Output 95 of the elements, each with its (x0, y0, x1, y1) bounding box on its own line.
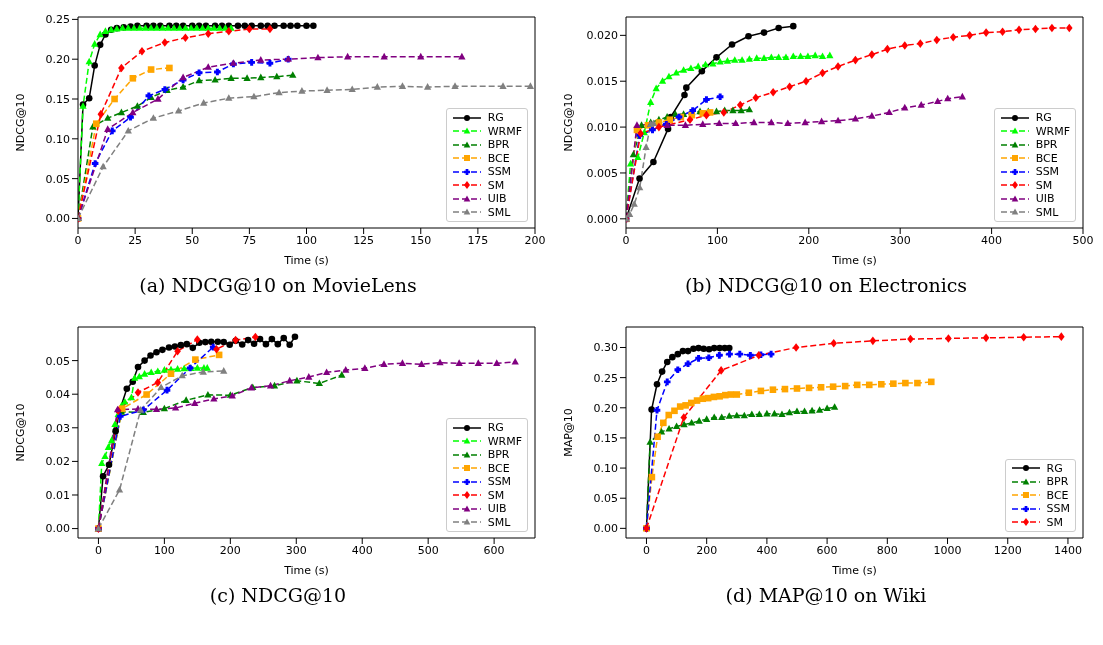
y-tick-label: 0.00 (593, 522, 618, 536)
x-axis-title: Time (s) (831, 564, 877, 577)
x-tick-label: 175 (467, 233, 489, 247)
x-tick-label: 500 (1072, 233, 1094, 247)
x-tick-label: 500 (417, 543, 439, 557)
legend-label: SML (1035, 205, 1059, 219)
y-tick-label: 0.25 (45, 13, 70, 27)
y-tick-label: 0.02 (45, 455, 70, 469)
x-tick-label: 50 (185, 233, 200, 247)
x-tick-label: 100 (706, 233, 728, 247)
x-tick-label: 25 (128, 233, 143, 247)
x-tick-label: 100 (153, 543, 175, 557)
y-tick-label: 0.015 (586, 75, 618, 89)
x-tick-label: 200 (524, 233, 546, 247)
text: (d) MAP@10 on Wiki (724, 584, 928, 606)
y-tick-label: 0.05 (45, 172, 70, 186)
x-tick-label: 0 (622, 233, 630, 247)
y-tick-label: 0.005 (586, 166, 618, 180)
x-tick-label: 0 (74, 233, 82, 247)
x-tick-label: 125 (353, 233, 375, 247)
x-tick-label: 800 (876, 543, 898, 557)
legend-label: WRMF (487, 434, 522, 448)
x-tick-label: 100 (296, 233, 317, 247)
legend-label: SSM (1035, 165, 1060, 179)
y-tick-label: 0.10 (593, 461, 618, 475)
legend-label: BCE (1046, 488, 1069, 502)
x-tick-label: 150 (410, 233, 432, 247)
text: (b) NDCG@10 on Electronics (683, 274, 969, 296)
legend-label: UIB (487, 192, 507, 206)
text: (a) NDCG@10 on MovieLens (138, 274, 418, 296)
legend-label: SML (487, 515, 511, 529)
x-tick-label: 400 (756, 543, 778, 557)
legend-label: BCE (487, 151, 510, 165)
legend-label: UIB (1035, 192, 1055, 206)
x-tick-label: 200 (219, 543, 241, 557)
x-tick-label: 600 (816, 543, 838, 557)
y-axis-title: NDCG@10 (13, 403, 27, 462)
y-tick-label: 0.00 (45, 522, 70, 536)
legend-label: RG (487, 421, 504, 435)
legend-label: SM (487, 488, 505, 502)
y-tick-label: 0.30 (593, 341, 618, 355)
x-tick-label: 200 (798, 233, 820, 247)
x-axis-title: Time (s) (283, 254, 329, 267)
y-tick-label: 0.05 (593, 492, 618, 506)
legend-label: BPR (1035, 138, 1058, 152)
y-tick-label: 0.10 (45, 132, 70, 146)
y-tick-label: 0.000 (586, 212, 618, 226)
text: (c) NDCG@10 (208, 584, 348, 606)
legend-label: SM (487, 178, 505, 192)
legend-label: BPR (1046, 475, 1069, 489)
x-tick-label: 400 (351, 543, 373, 557)
legend-label: SSM (1046, 502, 1070, 516)
y-axis-title: MAP@10 (561, 408, 575, 457)
y-tick-label: 0.05 (45, 354, 70, 368)
y-tick-label: 0.010 (586, 120, 618, 134)
y-axis-title: NDCG@10 (13, 93, 27, 152)
x-tick-label: 300 (889, 233, 911, 247)
legend-label: BPR (487, 138, 510, 152)
y-tick-label: 0.03 (45, 421, 70, 435)
y-axis-title: NDCG@10 (561, 93, 575, 152)
x-tick-label: 0 (642, 543, 650, 557)
legend-label: BPR (487, 448, 510, 462)
y-tick-label: 0.01 (45, 488, 70, 502)
x-tick-label: 1000 (933, 543, 962, 557)
x-axis-title: Time (s) (283, 564, 329, 577)
y-tick-label: 0.00 (45, 212, 70, 226)
legend-label: SML (487, 205, 511, 219)
y-tick-label: 0.020 (586, 29, 618, 43)
y-tick-label: 0.04 (45, 388, 70, 402)
y-tick-label: 0.15 (45, 92, 70, 106)
legend-label: SSM (487, 475, 512, 489)
legend-label: RG (1046, 461, 1063, 475)
y-tick-label: 0.25 (593, 371, 618, 385)
legend-label: RG (487, 111, 504, 125)
x-tick-label: 75 (242, 233, 257, 247)
legend-label: SSM (487, 165, 512, 179)
legend-label: BCE (1035, 151, 1058, 165)
y-tick-label: 0.20 (45, 53, 70, 67)
x-tick-label: 1200 (993, 543, 1022, 557)
legend-label: RG (1035, 111, 1052, 125)
legend-label: UIB (487, 502, 507, 516)
x-tick-label: 600 (483, 543, 505, 557)
x-tick-label: 1400 (1053, 543, 1082, 557)
legend-label: WRMF (487, 124, 522, 138)
legend-label: WRMF (1035, 124, 1070, 138)
x-tick-label: 200 (696, 543, 718, 557)
y-tick-label: 0.15 (593, 431, 618, 445)
y-tick-label: 0.20 (593, 401, 618, 415)
x-tick-label: 300 (285, 543, 307, 557)
x-tick-label: 400 (981, 233, 1003, 247)
legend-label: SM (1046, 515, 1064, 529)
legend-label: SM (1035, 178, 1053, 192)
x-axis-title: Time (s) (831, 254, 877, 267)
x-tick-label: 0 (94, 543, 102, 557)
legend-label: BCE (487, 461, 510, 475)
